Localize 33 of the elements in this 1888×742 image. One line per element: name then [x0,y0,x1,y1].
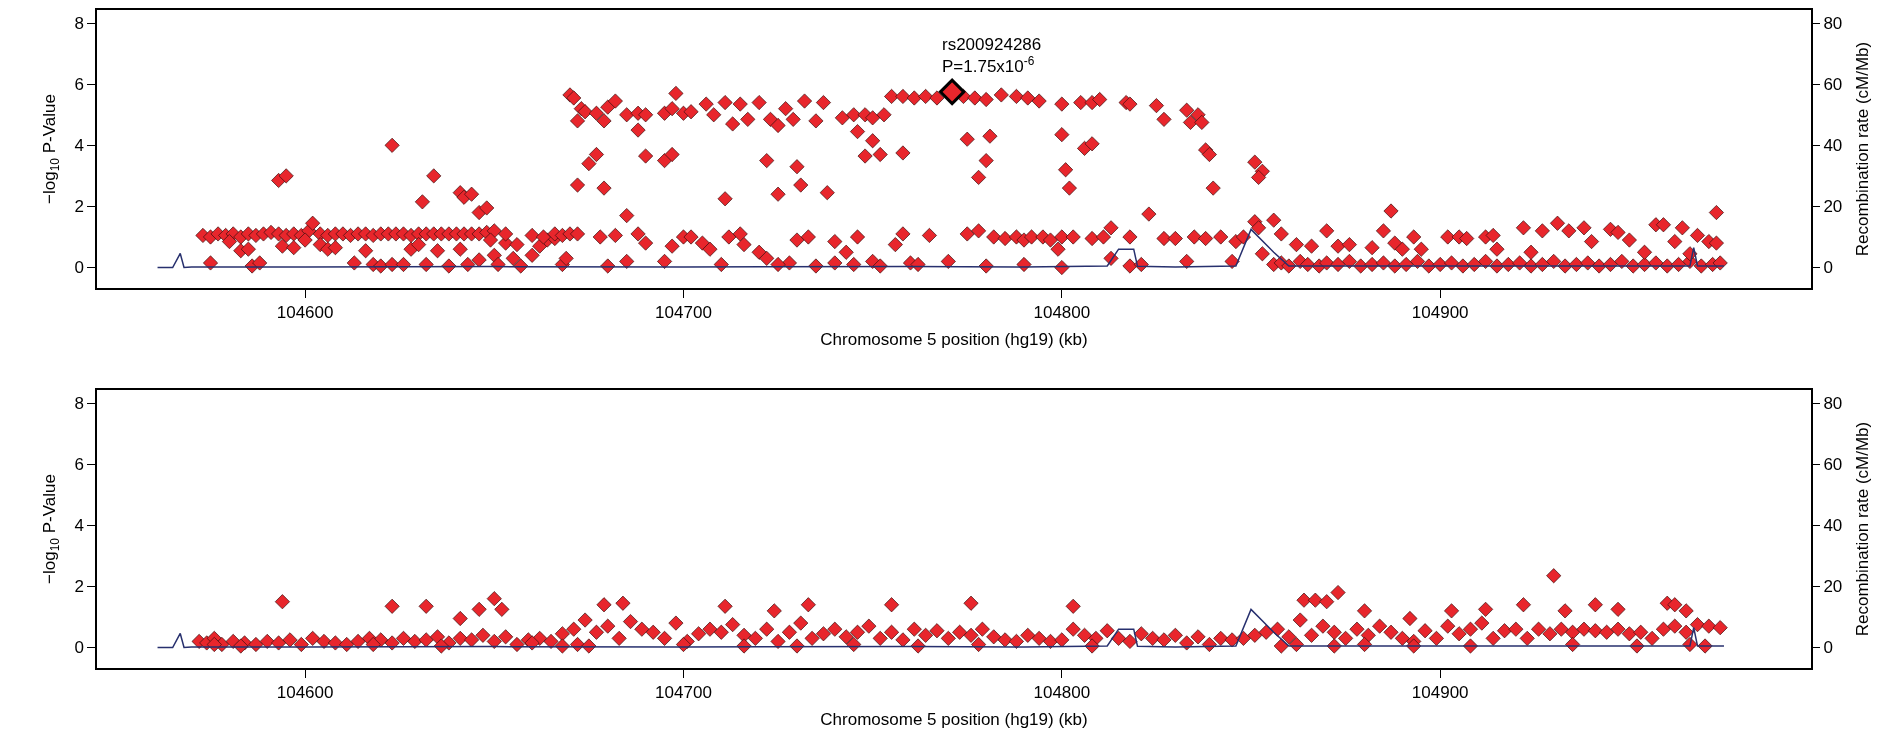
y-tick-label: 0 [74,638,84,658]
y2-tick-label: 80 [1823,394,1843,414]
y-tick-label: 8 [74,14,84,34]
y2-axis-title: Recombination rate (cM/Mb) [1852,421,1872,637]
y2-tick-label: 80 [1823,14,1843,34]
y2-tick-label: 20 [1823,577,1843,597]
y2-tick-label: 0 [1823,638,1833,658]
x-tick-label: 104600 [276,303,334,323]
x-tick-label: 104700 [655,683,712,703]
x-tick-label: 104800 [1033,303,1091,323]
y2-tick-label: 60 [1823,455,1843,475]
x-axis-title: Chromosome 5 position (hg19) (kb) [820,330,1088,350]
y-tick-label: 2 [74,577,84,597]
y2-axis-title: Recombination rate (cM/Mb) [1852,41,1872,257]
x-axis-title: Chromosome 5 position (hg19) (kb) [820,710,1088,730]
y-tick-label: 4 [74,516,84,536]
x-tick-label: 104900 [1411,683,1469,703]
x-tick-label: 104800 [1033,683,1091,703]
y2-tick-label: 40 [1823,136,1843,156]
y-tick-label: 6 [74,75,84,95]
annotation: rs200924286 P=1.75x10$^{-6}$ [942,35,1042,77]
x-tick-label: 104900 [1411,303,1469,323]
y2-tick-label: 40 [1823,516,1843,536]
y-tick-label: 4 [74,136,84,156]
y2-tick-label: 0 [1823,258,1833,278]
y-tick-label: 0 [74,258,84,278]
x-tick-label: 104700 [655,303,712,323]
y-tick-label: 8 [74,394,84,414]
y2-tick-label: 20 [1823,197,1843,217]
x-tick-label: 104600 [276,683,334,703]
y2-tick-label: 60 [1823,75,1843,95]
y-tick-label: 2 [74,197,84,217]
y-tick-label: 6 [74,455,84,475]
